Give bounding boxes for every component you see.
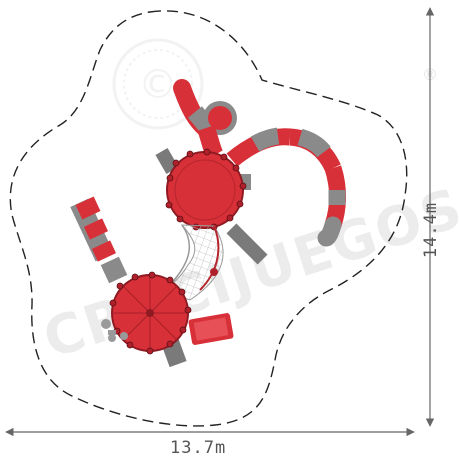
curved-tube-slide-top xyxy=(173,79,237,160)
upper-tower xyxy=(155,147,268,265)
lower-tower xyxy=(109,271,192,368)
long-tube-slide-right xyxy=(226,127,346,247)
svg-text:©: © xyxy=(138,62,178,108)
watermark-logo: © xyxy=(112,38,204,130)
watermark-text: CRUCIJUEGOS xyxy=(36,176,459,371)
safety-zone-boundary xyxy=(9,10,408,427)
straight-slide xyxy=(188,313,234,345)
accessory-panel xyxy=(101,319,128,342)
width-dimension-label: 13.7m xyxy=(170,438,227,458)
height-dimension-label: 14.4m xyxy=(421,201,441,259)
climbing-column-left xyxy=(70,196,128,284)
